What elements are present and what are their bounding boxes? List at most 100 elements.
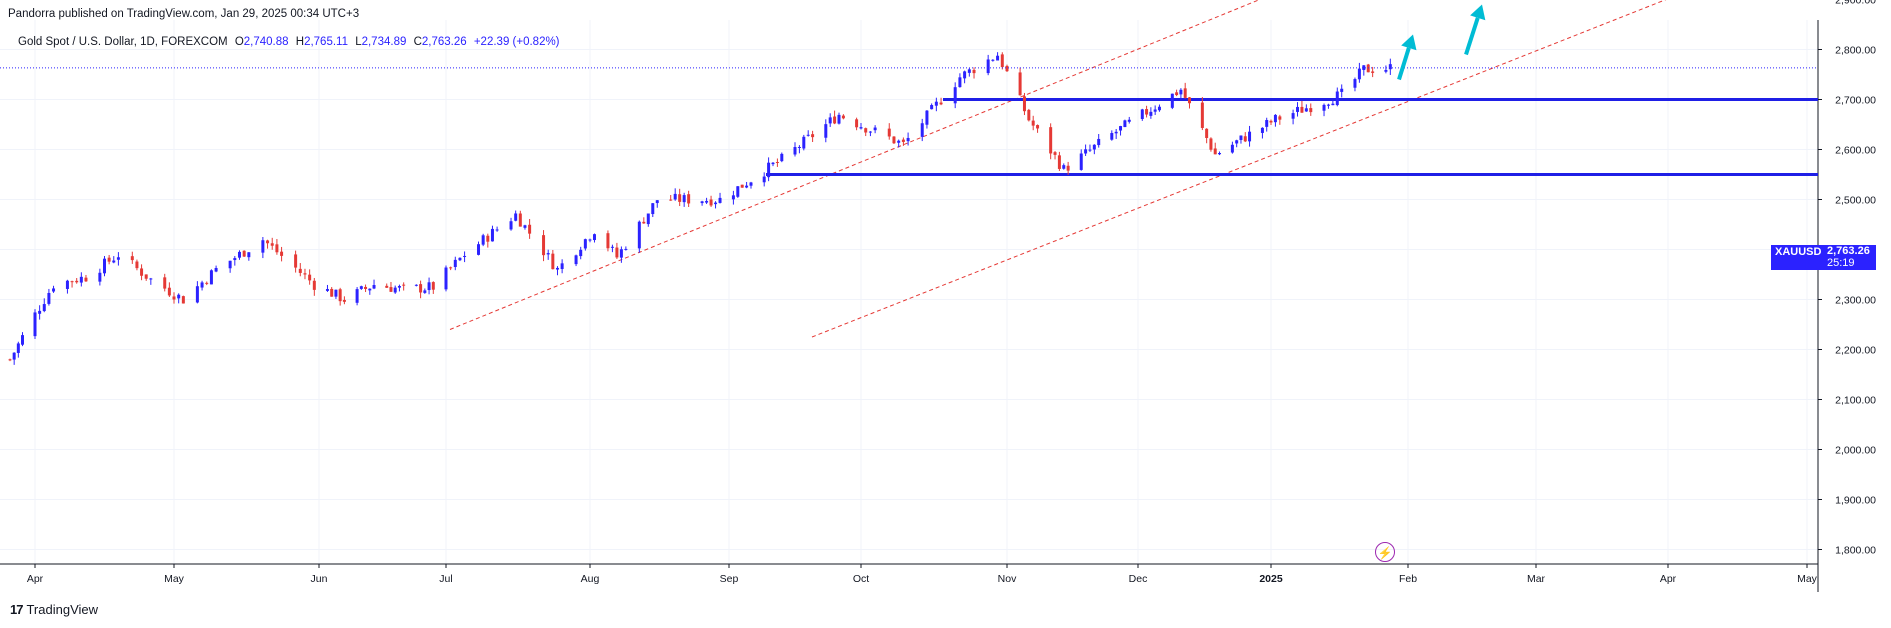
candle: [579, 246, 583, 260]
candle: [1353, 77, 1357, 92]
candle: [16, 341, 20, 358]
candle: [389, 281, 393, 293]
candle-body: [325, 289, 329, 291]
candle-body: [546, 253, 550, 255]
symbol-title[interactable]: Gold Spot / U.S. Dollar, 1D, FOREXCOM: [18, 36, 228, 48]
candle-body: [1278, 116, 1282, 120]
candle: [615, 242, 619, 259]
y-tick-label: 2,300.00: [1835, 295, 1876, 307]
candle-body: [771, 162, 775, 165]
candle-body: [130, 256, 134, 261]
candle-body: [214, 268, 218, 272]
candle: [606, 230, 610, 252]
candle: [1084, 144, 1088, 157]
tradingview-logo[interactable]: 17 TradingView: [10, 602, 98, 617]
candle-body: [1175, 92, 1179, 96]
candle-body: [481, 235, 485, 245]
candle-body: [1097, 138, 1101, 146]
candle: [864, 127, 868, 137]
candle: [651, 203, 655, 218]
candle-body: [1140, 109, 1144, 119]
candle: [1213, 142, 1217, 155]
candle: [939, 97, 943, 106]
candle: [736, 186, 740, 198]
candle: [972, 67, 976, 79]
candle-body: [673, 193, 677, 200]
candle-body: [682, 195, 686, 203]
candle: [181, 295, 185, 304]
candle-body: [1291, 113, 1295, 119]
candle: [242, 250, 246, 257]
candle-body: [65, 280, 69, 289]
candle: [397, 284, 401, 292]
candle: [38, 305, 42, 320]
x-tick-label: Sep: [720, 573, 739, 585]
candle: [247, 252, 251, 261]
candle: [280, 246, 284, 262]
candle-body: [21, 335, 24, 345]
candle: [140, 264, 144, 281]
candle: [1340, 84, 1344, 98]
tradingview-brand: TradingView: [26, 602, 99, 617]
candle: [98, 268, 102, 286]
candle: [637, 220, 641, 253]
candle: [655, 200, 659, 208]
candle: [1388, 58, 1392, 75]
lightning-icon[interactable]: ⚡: [1375, 542, 1395, 562]
candle-body: [1088, 149, 1092, 151]
candle: [481, 233, 485, 247]
candle-body: [887, 128, 891, 137]
candle-body: [1218, 152, 1222, 155]
x-tick-label: Jun: [311, 573, 328, 585]
candle: [458, 257, 462, 262]
candle: [802, 134, 806, 151]
candle: [1235, 139, 1239, 148]
candle: [453, 256, 457, 271]
candle-body: [444, 267, 448, 290]
candle-body: [700, 201, 704, 204]
candle-body: [793, 147, 797, 155]
candle: [342, 296, 346, 305]
candle-body: [797, 146, 801, 148]
candle: [1157, 104, 1161, 112]
candle: [1066, 161, 1070, 175]
candle: [103, 256, 106, 277]
y-tick-label: 2,900.00: [1835, 0, 1876, 7]
candle: [892, 136, 896, 144]
candle: [359, 285, 363, 290]
candle-body: [393, 287, 397, 293]
candle: [1371, 66, 1375, 78]
candle-body: [1084, 149, 1088, 154]
candle-body: [669, 199, 673, 201]
candle-body: [209, 270, 213, 285]
channel-lower-line: [811, 0, 1667, 338]
candle: [1260, 127, 1264, 139]
candle-body: [1269, 120, 1273, 123]
candle-body: [205, 282, 209, 284]
candle-body: [261, 240, 265, 253]
candle-body: [991, 59, 995, 61]
candle: [303, 268, 307, 280]
candle-body: [1000, 54, 1004, 68]
candle-body: [859, 127, 863, 129]
candle: [934, 97, 938, 112]
candle-body: [1049, 127, 1053, 154]
candle-body: [200, 282, 204, 288]
candle-body: [270, 243, 274, 246]
candle: [1036, 124, 1040, 133]
candle-body: [806, 134, 810, 136]
candle-body: [1092, 144, 1096, 150]
publisher-caption: Pandorra published on TradingView.com, J…: [8, 8, 360, 20]
candle-body: [855, 119, 859, 128]
candle-body: [934, 101, 938, 106]
candle-body: [1304, 108, 1308, 112]
candle: [793, 142, 797, 157]
candle-body: [718, 197, 722, 203]
candle: [1053, 151, 1057, 160]
candle: [824, 119, 828, 143]
candle-body: [1200, 102, 1204, 128]
candlesticks: [8, 52, 1392, 365]
candle: [1322, 103, 1326, 117]
last-price-tag: XAUUSD 2,763.26 25:19: [1771, 245, 1876, 270]
